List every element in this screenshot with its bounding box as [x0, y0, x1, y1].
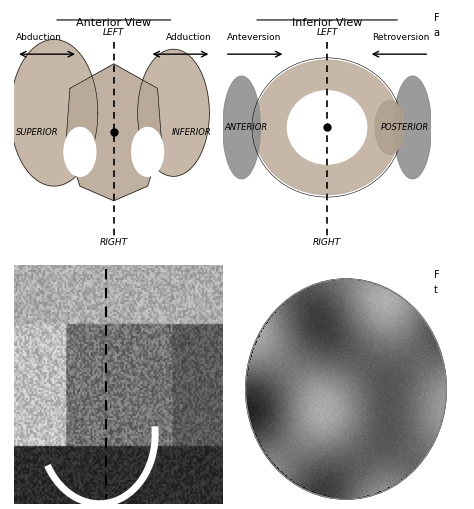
Text: ANTERIOR: ANTERIOR — [225, 123, 268, 132]
Polygon shape — [66, 64, 162, 201]
Text: LEFT: LEFT — [316, 28, 338, 37]
Text: Retroversion: Retroversion — [372, 33, 429, 42]
Polygon shape — [137, 49, 210, 176]
Text: RIGHT: RIGHT — [100, 238, 128, 247]
Text: SUPERIOR: SUPERIOR — [16, 128, 59, 137]
Ellipse shape — [287, 91, 367, 164]
Text: Anteversion: Anteversion — [227, 33, 282, 42]
Text: t: t — [434, 285, 438, 295]
Ellipse shape — [394, 76, 431, 179]
Ellipse shape — [254, 60, 400, 194]
Text: LEFT: LEFT — [103, 28, 125, 37]
Text: F: F — [434, 13, 439, 23]
Text: Abduction: Abduction — [16, 33, 62, 42]
Text: INFERIOR: INFERIOR — [172, 128, 211, 137]
Ellipse shape — [132, 127, 164, 176]
Circle shape — [246, 279, 447, 499]
Text: Anterior View: Anterior View — [76, 17, 151, 27]
Polygon shape — [10, 40, 98, 186]
Text: F: F — [434, 270, 439, 280]
Text: POSTERIOR: POSTERIOR — [381, 123, 429, 132]
Text: a: a — [434, 28, 440, 38]
Text: Adduction: Adduction — [165, 33, 211, 42]
Ellipse shape — [64, 127, 96, 176]
Text: RIGHT: RIGHT — [313, 238, 341, 247]
Ellipse shape — [375, 101, 404, 154]
Text: Inferior View: Inferior View — [292, 17, 362, 27]
Ellipse shape — [223, 76, 260, 179]
